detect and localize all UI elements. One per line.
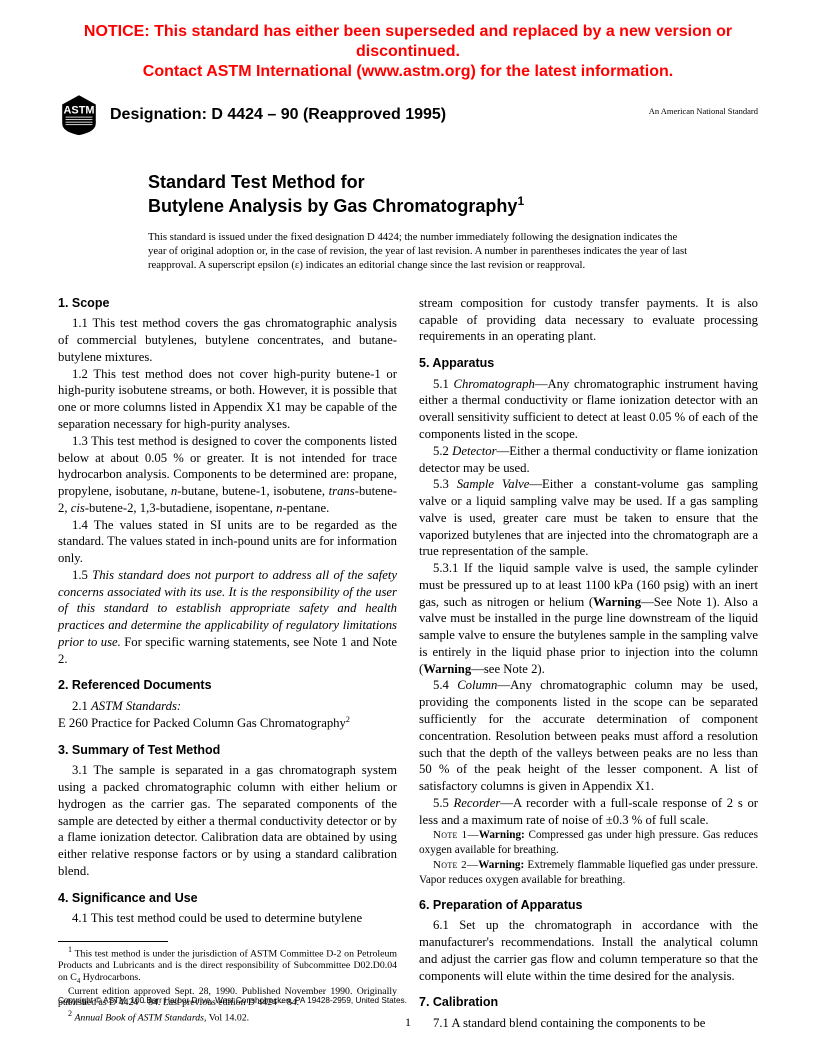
astm-logo: ASTM: [58, 94, 100, 136]
svg-text:ASTM: ASTM: [64, 104, 95, 116]
refdocs-e260: E 260 Practice for Packed Column Gas Chr…: [58, 715, 397, 732]
refdocs-head: 2. Referenced Documents: [58, 677, 397, 694]
summary-3-1: 3.1 The sample is separated in a gas chr…: [58, 762, 397, 879]
summary-head: 3. Summary of Test Method: [58, 742, 397, 759]
title-superscript: 1: [517, 194, 524, 208]
notice-line-2: Contact ASTM International (www.astm.org…: [143, 63, 673, 80]
significance-4-1: 4.1 This test method could be used to de…: [58, 910, 397, 927]
apparatus-5-3: 5.3 Sample Valve—Either a constant-volum…: [419, 476, 758, 560]
scope-1-1: 1.1 This test method covers the gas chro…: [58, 315, 397, 365]
refdocs-2-1: 2.1 ASTM Standards:: [58, 698, 397, 715]
apparatus-5-4: 5.4 Column—Any chromatographic column ma…: [419, 677, 758, 794]
title-line-2: Butylene Analysis by Gas Chromatography: [148, 196, 517, 216]
issuance-note: This standard is issued under the fixed …: [148, 231, 688, 273]
scope-1-3: 1.3 This test method is designed to cove…: [58, 433, 397, 517]
body-columns: 1. Scope 1.1 This test method covers the…: [58, 295, 758, 1032]
prep-head: 6. Preparation of Apparatus: [419, 897, 758, 914]
footnote-1: 1 This test method is under the jurisdic…: [58, 945, 397, 986]
notice-banner: NOTICE: This standard has either been su…: [58, 22, 758, 82]
title-line-1: Standard Test Method for: [148, 172, 365, 192]
designation: Designation: D 4424 – 90 (Reapproved 199…: [110, 105, 649, 125]
copyright: Copyright © ASTM, 100 Barr Harbor Drive,…: [58, 996, 407, 1007]
scope-1-5: 1.5 This standard does not purport to ad…: [58, 567, 397, 668]
header-row: ASTM Designation: D 4424 – 90 (Reapprove…: [58, 94, 758, 136]
scope-head: 1. Scope: [58, 295, 397, 312]
notice-line-1: NOTICE: This standard has either been su…: [84, 23, 732, 60]
page-number: 1: [0, 1015, 816, 1030]
footnote-rule: [58, 941, 168, 942]
significance-head: 4. Significance and Use: [58, 890, 397, 907]
title-block: Standard Test Method for Butylene Analys…: [148, 172, 758, 217]
apparatus-5-3-1: 5.3.1 If the liquid sample valve is used…: [419, 560, 758, 677]
scope-1-2: 1.2 This test method does not cover high…: [58, 366, 397, 433]
apparatus-5-5: 5.5 Recorder—A recorder with a full-scal…: [419, 795, 758, 829]
note-2: Note 2—Warning: Extremely flammable liqu…: [419, 858, 758, 887]
footnotes: 1 This test method is under the jurisdic…: [58, 945, 397, 1025]
prep-6-1: 6.1 Set up the chromatograph in accordan…: [419, 917, 758, 984]
apparatus-head: 5. Apparatus: [419, 355, 758, 372]
apparatus-5-2: 5.2 Detector—Either a thermal conductivi…: [419, 443, 758, 477]
apparatus-5-1: 5.1 Chromatograph—Any chromatographic in…: [419, 376, 758, 443]
significance-4-1-cont: stream composition for custody transfer …: [419, 295, 758, 345]
scope-1-4: 1.4 The values stated in SI units are to…: [58, 517, 397, 567]
page: NOTICE: This standard has either been su…: [0, 0, 816, 1056]
ans-label: An American National Standard: [649, 106, 758, 117]
calibration-head: 7. Calibration: [419, 994, 758, 1011]
note-1: Note 1—Warning: Compressed gas under hig…: [419, 828, 758, 857]
